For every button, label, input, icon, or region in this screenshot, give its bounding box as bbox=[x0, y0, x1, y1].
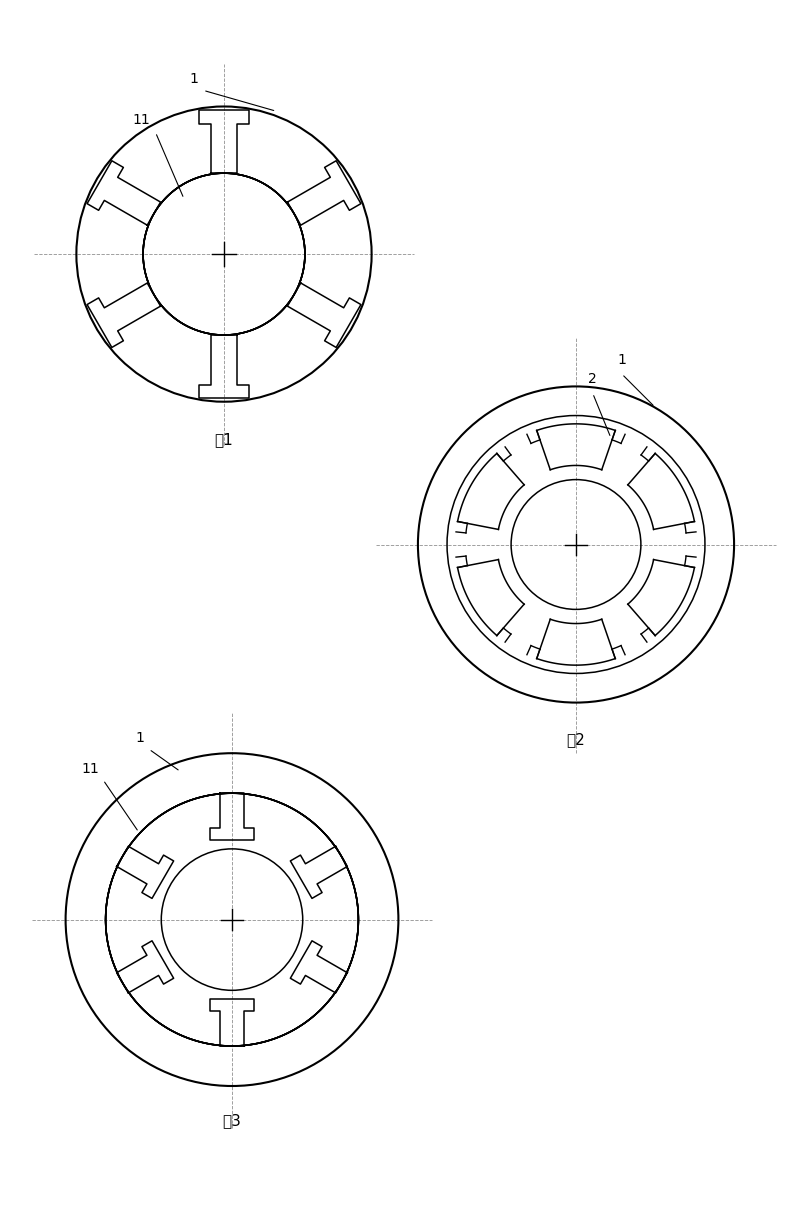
Text: 11: 11 bbox=[81, 761, 99, 776]
Text: 1: 1 bbox=[136, 731, 145, 745]
Text: 1: 1 bbox=[190, 71, 198, 86]
Text: 11: 11 bbox=[133, 114, 150, 127]
Text: 2: 2 bbox=[588, 373, 597, 386]
Text: 1: 1 bbox=[618, 353, 626, 368]
Text: 图1: 图1 bbox=[214, 432, 234, 448]
Text: 图3: 图3 bbox=[222, 1113, 242, 1129]
Text: 图2: 图2 bbox=[566, 732, 586, 748]
